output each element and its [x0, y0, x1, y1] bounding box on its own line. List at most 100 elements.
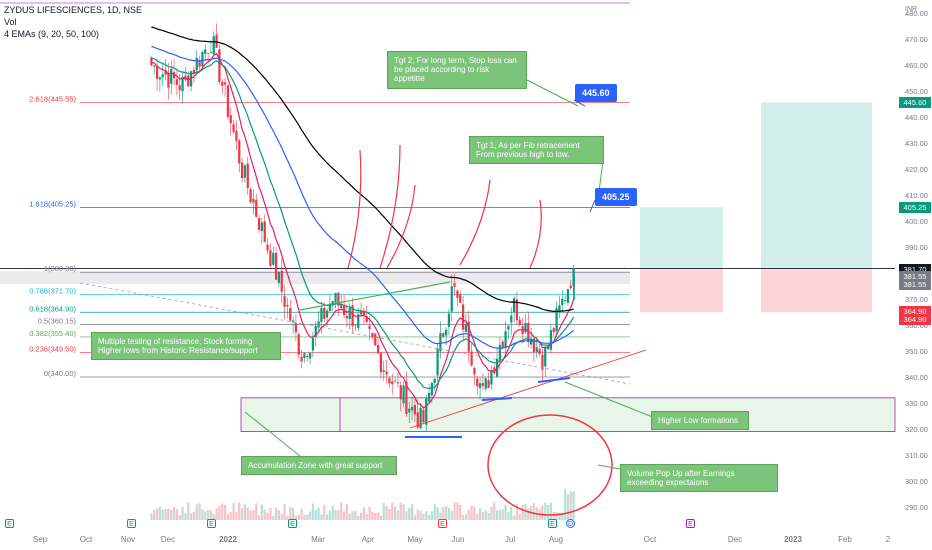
candle-body	[230, 115, 232, 123]
y-tick-label: 460.00	[905, 61, 928, 70]
candle-body	[224, 82, 226, 84]
fib-label: 0.618(364.90)	[29, 304, 76, 313]
target2-badge[interactable]: 445.60	[575, 84, 617, 102]
y-tick-label: 370.00	[905, 295, 928, 304]
candle-body	[218, 49, 220, 82]
candle-body	[213, 36, 215, 54]
candle-body	[507, 326, 509, 330]
candle-body	[567, 289, 569, 303]
candle-body	[283, 296, 285, 307]
volume-bar	[232, 503, 234, 520]
stop-box-2	[761, 269, 872, 313]
volume-bar	[258, 515, 260, 520]
candle-body	[249, 189, 251, 202]
y-tick-label: 350.00	[905, 347, 928, 356]
volume-bar	[490, 507, 492, 520]
volume-bar	[459, 505, 461, 520]
dividend-event-badge[interactable]: D	[566, 519, 575, 528]
volume-bar	[453, 502, 455, 520]
x-tick-label: Apr	[362, 535, 375, 544]
volume-bar	[394, 507, 396, 520]
candle-body	[388, 378, 390, 383]
earnings-event-badge[interactable]: E	[5, 519, 14, 528]
earnings-event-badge[interactable]: E	[548, 519, 557, 528]
volume-bar	[547, 505, 549, 520]
volume-bar	[380, 516, 382, 520]
volume-bar	[485, 510, 487, 520]
candle-body	[385, 371, 387, 374]
earnings-event-badge[interactable]: E	[686, 519, 695, 528]
volume-bar	[164, 509, 166, 520]
volume-bar	[176, 509, 178, 520]
volume-bar	[431, 511, 433, 520]
volume-bar	[391, 502, 393, 520]
volume-bar	[249, 511, 251, 520]
volume-bar	[388, 509, 390, 520]
volume-bar	[502, 509, 504, 520]
y-tick-label: 290.00	[905, 503, 928, 512]
candle-body	[462, 304, 464, 329]
volume-bar	[564, 489, 566, 520]
candle-body	[215, 35, 217, 48]
note-pointer	[527, 80, 578, 106]
candle-body	[312, 338, 314, 350]
volume-bar	[278, 510, 280, 520]
price-tag: 364.90	[899, 314, 931, 325]
candle-body	[456, 291, 458, 298]
candle-body	[300, 357, 302, 362]
candle-body	[445, 330, 447, 335]
candle-body	[170, 69, 172, 84]
volume-bar	[159, 507, 161, 520]
x-tick-label: Oct	[80, 535, 93, 544]
volume-bar	[402, 504, 404, 520]
resistance-note: Multiple testing of resistance, Stock fo…	[91, 332, 281, 360]
volume-bar	[360, 513, 362, 520]
candle-body	[334, 293, 336, 302]
volume-bar	[201, 509, 203, 520]
candle-body	[306, 356, 308, 357]
volume-bar	[346, 504, 348, 520]
tgt1-note: Tgt 1, As per Fib retracement From previ…	[469, 136, 604, 164]
volume-bar	[544, 502, 546, 520]
volume-bar	[241, 508, 243, 520]
volume-bar	[468, 509, 470, 520]
volume-legend[interactable]: Vol	[4, 17, 17, 27]
volume-bar	[230, 512, 232, 520]
x-tick-label: Nov	[121, 535, 135, 544]
volume-bar	[519, 514, 521, 520]
candle-body	[326, 311, 328, 318]
volume-bar	[179, 515, 181, 520]
target1-badge[interactable]: 405.25	[595, 188, 637, 206]
volume-bar	[204, 511, 206, 520]
volume-bar	[156, 509, 158, 520]
earnings-event-badge[interactable]: E	[127, 519, 136, 528]
ema50-line	[151, 47, 573, 349]
candle-body	[439, 333, 441, 351]
candle-body	[210, 52, 212, 53]
candle-body	[227, 85, 229, 116]
currency-label: INR	[905, 6, 917, 13]
volume-bar	[397, 511, 399, 520]
ema-legend[interactable]: 4 EMAs (9, 20, 50, 100)	[4, 29, 99, 39]
volume-bar	[349, 514, 351, 520]
x-tick-label: May	[407, 535, 422, 544]
volume-bar	[411, 504, 413, 520]
volume-bar	[281, 514, 283, 520]
volume-bar	[340, 502, 342, 520]
candle-body	[244, 166, 246, 178]
earnings-event-badge[interactable]: E	[207, 519, 216, 528]
candle-body	[436, 349, 438, 376]
volume-bar	[244, 504, 246, 520]
earnings-event-badge[interactable]: E	[438, 519, 447, 528]
volume-bar	[184, 513, 186, 520]
y-tick-label: 310.00	[905, 451, 928, 460]
volume-bar	[238, 503, 240, 520]
volume-bar	[153, 510, 155, 520]
earnings-event-badge[interactable]: E	[288, 519, 297, 528]
candle-body	[176, 79, 178, 85]
y-tick-label: 430.00	[905, 139, 928, 148]
candle-body	[179, 85, 181, 90]
volume-bar	[261, 505, 263, 520]
volume-bar	[419, 511, 421, 520]
candle-body	[159, 78, 161, 80]
